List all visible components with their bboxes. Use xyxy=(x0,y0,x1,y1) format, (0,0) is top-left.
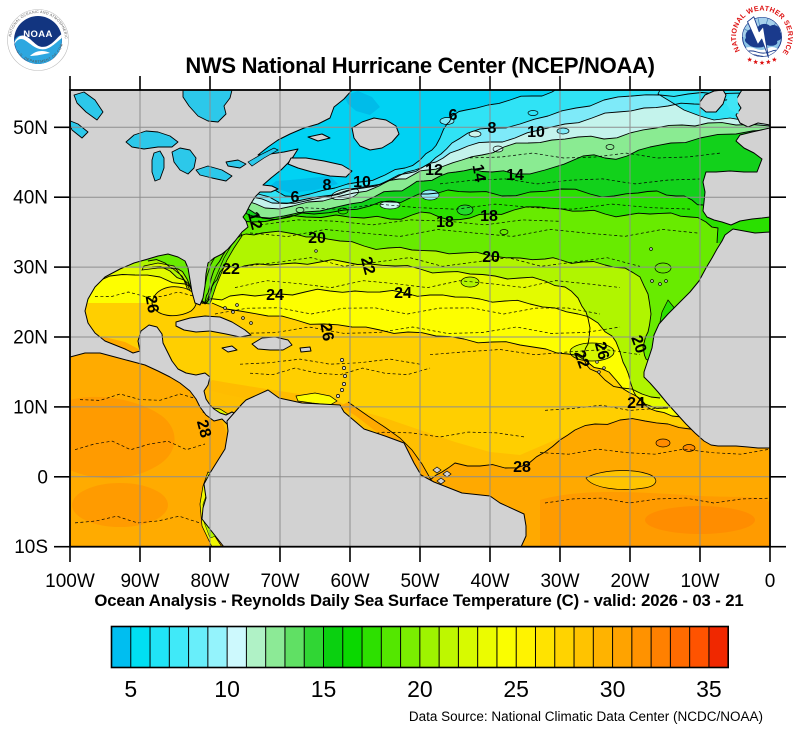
svg-text:50W: 50W xyxy=(400,571,439,592)
svg-text:6: 6 xyxy=(291,189,300,206)
svg-text:20: 20 xyxy=(627,333,649,356)
svg-text:10: 10 xyxy=(353,174,371,191)
svg-text:100W: 100W xyxy=(45,571,95,592)
svg-text:10N: 10N xyxy=(13,397,48,418)
svg-text:40N: 40N xyxy=(13,188,48,209)
svg-text:12: 12 xyxy=(425,162,443,179)
svg-text:Data Source: National Climatic: Data Source: National Climatic Data Cent… xyxy=(409,709,763,724)
svg-text:50N: 50N xyxy=(13,118,48,139)
svg-text:70W: 70W xyxy=(260,571,299,592)
svg-text:8: 8 xyxy=(323,177,332,194)
svg-text:90W: 90W xyxy=(120,571,159,592)
svg-text:18: 18 xyxy=(480,208,498,225)
svg-text:22: 22 xyxy=(222,261,240,278)
svg-text:14: 14 xyxy=(506,167,524,184)
svg-text:Ocean Analysis - Reynolds Dail: Ocean Analysis - Reynolds Daily Sea Surf… xyxy=(94,591,743,610)
svg-text:14: 14 xyxy=(469,163,489,184)
svg-text:0: 0 xyxy=(37,467,48,488)
svg-text:24: 24 xyxy=(394,285,412,302)
svg-text:20: 20 xyxy=(407,676,433,702)
svg-text:30W: 30W xyxy=(540,571,579,592)
svg-text:26: 26 xyxy=(317,322,337,343)
svg-text:20W: 20W xyxy=(610,571,649,592)
svg-text:0: 0 xyxy=(765,571,776,592)
svg-text:15: 15 xyxy=(311,676,337,702)
svg-text:28: 28 xyxy=(193,418,214,440)
svg-text:80W: 80W xyxy=(190,571,229,592)
svg-text:24: 24 xyxy=(627,395,645,412)
svg-text:NWS National Hurricane Center: NWS National Hurricane Center (NCEP/NOAA… xyxy=(185,53,654,78)
svg-text:24: 24 xyxy=(266,287,284,304)
svg-text:12: 12 xyxy=(244,210,265,232)
svg-text:35: 35 xyxy=(696,676,722,702)
svg-text:40W: 40W xyxy=(470,571,509,592)
svg-text:5: 5 xyxy=(124,676,137,702)
svg-text:22: 22 xyxy=(357,255,378,277)
svg-text:10: 10 xyxy=(214,676,240,702)
svg-text:25: 25 xyxy=(503,676,529,702)
svg-text:30N: 30N xyxy=(13,258,48,279)
svg-text:30: 30 xyxy=(600,676,626,702)
svg-text:6: 6 xyxy=(449,107,458,124)
svg-text:26: 26 xyxy=(591,340,612,362)
svg-text:10W: 10W xyxy=(680,571,719,592)
svg-text:22: 22 xyxy=(570,348,592,371)
svg-text:20: 20 xyxy=(482,249,500,266)
svg-text:10: 10 xyxy=(527,124,545,141)
svg-text:8: 8 xyxy=(488,120,497,137)
svg-text:NOAA: NOAA xyxy=(23,29,53,40)
svg-text:60W: 60W xyxy=(330,571,369,592)
svg-text:28: 28 xyxy=(513,459,531,476)
svg-text:10S: 10S xyxy=(14,537,48,558)
svg-text:26: 26 xyxy=(142,294,162,315)
svg-text:18: 18 xyxy=(436,214,454,231)
svg-text:20N: 20N xyxy=(13,328,48,349)
svg-text:20: 20 xyxy=(308,230,326,247)
